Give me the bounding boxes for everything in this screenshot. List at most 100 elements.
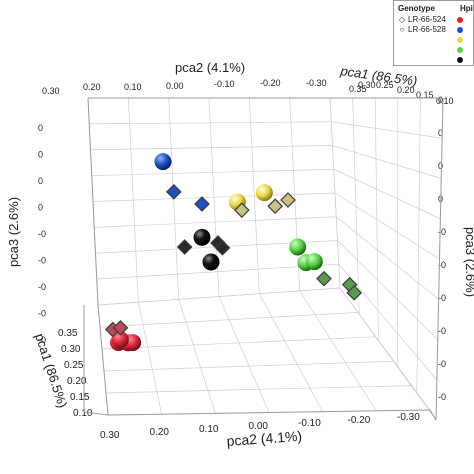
top-y-tick: 0.20 — [397, 85, 415, 95]
top-x-tick: 0.20 — [83, 82, 101, 92]
box-edge — [83, 411, 109, 416]
bottom-y-tick: 0.20 — [67, 376, 87, 387]
right-z-tick: 0 — [438, 128, 443, 138]
left-z-tick-group: 0 0 0 0 -0 -0 -0 -0 -0 — [38, 123, 46, 345]
legend-genotype-title: Genotype — [398, 4, 435, 13]
bottom-x-axis-label: pca2 (4.1%) — [226, 428, 302, 449]
top-y-tick: 0.15 — [416, 90, 434, 100]
left-z-tick: -0 — [38, 229, 46, 239]
diamond-point — [267, 198, 284, 215]
diamond-point — [280, 192, 296, 208]
bottom-x-tick: 0.00 — [249, 421, 269, 432]
floor-grid-line — [101, 336, 377, 350]
right-z-tick: -0 — [438, 260, 446, 270]
floor-grid-line — [218, 296, 270, 413]
bottom-x-tick: -0.30 — [397, 412, 420, 423]
back-wall-horizontal-grid-line — [90, 145, 333, 151]
data-points — [104, 153, 363, 352]
back-wall-horizontal-grid-line — [92, 192, 336, 202]
top-x-tick: 0.00 — [166, 81, 184, 91]
sphere-point — [305, 253, 323, 271]
legend-genotype-item: ◇ LR-66-524 — [398, 15, 446, 24]
bottom-x-tick: -0.20 — [348, 415, 371, 426]
diamond-point — [194, 196, 210, 212]
right-z-tick: 0 — [438, 161, 443, 171]
legend-hpi-dot — [457, 47, 463, 53]
floor-grid-line — [99, 312, 359, 328]
legend-hpi-title: Hpi — [460, 4, 473, 13]
circle-icon: ○ — [399, 25, 405, 34]
left-z-tick: -0 — [38, 335, 46, 345]
top-x-tick: -0.20 — [260, 78, 281, 88]
right-wall-horizontal-grid-line — [334, 192, 440, 260]
box-edge — [87, 97, 99, 306]
left-z-tick: -0 — [38, 282, 46, 292]
box-edge — [429, 409, 437, 421]
bottom-y-tick: 0.30 — [61, 344, 81, 355]
top-y-tick: 0.25 — [376, 80, 394, 90]
floor-grid-line — [103, 360, 395, 372]
sphere-point — [111, 331, 129, 349]
left-z-tick: 0 — [38, 176, 43, 186]
diamond-point — [176, 239, 193, 255]
floor-grid-line — [299, 290, 377, 412]
floor-grid-line — [339, 287, 431, 411]
diamond-point — [214, 239, 231, 256]
diamond-point — [112, 319, 129, 336]
diamond-point — [346, 284, 363, 301]
back-wall-horizontal-grid-line — [91, 168, 334, 176]
diamond-point — [316, 270, 332, 287]
top-x-tick: 0.10 — [124, 82, 142, 92]
left-z-tick: 0 — [38, 150, 43, 160]
right-wall-horizontal-grid-line — [336, 216, 439, 300]
bottom-y-tick: 0.15 — [70, 392, 90, 403]
legend: Genotype Hpi ◇ LR-66-524 ○ LR-66-528 — [393, 0, 474, 66]
legend-genotype-label: LR-66-524 — [408, 15, 446, 24]
top-x-tick: 0.30 — [42, 86, 60, 96]
right-wall-horizontal-grid-line — [333, 168, 441, 220]
legend-genotype-label: LR-66-528 — [408, 25, 446, 34]
legend-hpi-dot — [457, 57, 463, 63]
bottom-y-tick-group: 0.35 0.30 0.25 0.20 0.15 0.10 — [58, 328, 93, 419]
top-y-tick: 0.35 — [349, 84, 367, 94]
right-z-tick: 0 — [438, 95, 443, 105]
right-z-tick: -0 — [438, 326, 446, 336]
right-z-tick: -0 — [438, 227, 446, 237]
legend-genotype-item: ○ LR-66-528 — [398, 25, 446, 34]
floor-grid-line — [178, 299, 216, 414]
right-z-tick: -0 — [438, 392, 446, 402]
box-edge — [107, 409, 431, 416]
bottom-x-tick-group: 0.30 0.20 0.10 0.00 -0.10 -0.20 -0.30 — [100, 412, 420, 441]
sphere-point — [193, 228, 211, 246]
box-edge — [435, 97, 444, 421]
left-z-tick: 0 — [38, 203, 43, 213]
sphere-point — [255, 184, 273, 202]
diamond-icon: ◇ — [398, 15, 406, 24]
back-wall-horizontal-grid-line — [89, 121, 332, 125]
box-edge — [97, 304, 109, 416]
right-z-axis-label: pca3 (2.6%) — [463, 227, 474, 297]
right-wall-horizontal-grid-line — [331, 121, 443, 139]
left-z-tick: -0 — [38, 309, 46, 319]
left-z-tick: 0 — [38, 123, 43, 133]
bottom-x-tick: 0.20 — [150, 427, 170, 438]
back-wall-horizontal-grid-line — [96, 263, 339, 280]
floor-grid-line — [97, 287, 341, 306]
left-z-tick: -0 — [38, 256, 46, 266]
top-y-tick: 0.30 — [358, 80, 376, 90]
top-x-tick: -0.30 — [306, 78, 327, 88]
bottom-x-tick: 0.30 — [100, 430, 120, 441]
floor-grid-line — [259, 293, 323, 412]
legend-hpi-dot — [457, 17, 463, 23]
floor-grid-line — [105, 385, 413, 394]
sphere-point — [289, 238, 307, 256]
sphere-point — [154, 153, 172, 171]
bottom-x-tick: -0.10 — [298, 418, 321, 429]
legend-hpi-dot — [457, 27, 463, 33]
diamond-point — [233, 202, 250, 219]
bottom-y-tick: 0.25 — [64, 360, 84, 371]
back-wall-horizontal-grid-line — [94, 216, 337, 228]
top-x-tick: -0.10 — [214, 79, 235, 89]
bottom-x-tick: 0.10 — [199, 424, 219, 435]
right-wall-horizontal-grid-line — [332, 145, 442, 179]
